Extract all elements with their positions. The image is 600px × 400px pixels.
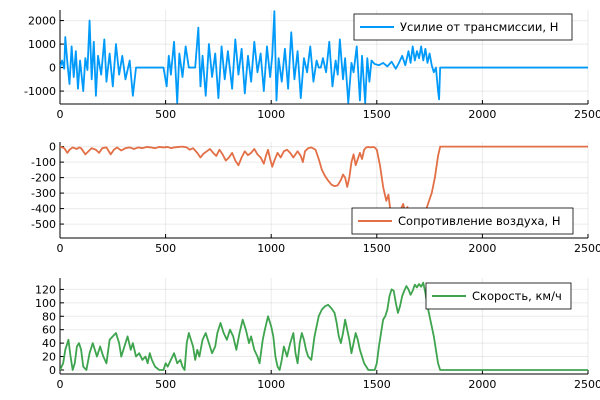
y-tick-label: 0 (49, 364, 56, 377)
legend: Сопротивление воздуха, Н (351, 207, 574, 235)
y-tick-label: 120 (35, 283, 56, 296)
x-tick-label: 2000 (468, 378, 496, 391)
x-tick-label: 1500 (363, 242, 391, 255)
x-tick-label: 1000 (257, 242, 285, 255)
x-tick-label: 1000 (257, 378, 285, 391)
x-tick-label: 2000 (468, 108, 496, 121)
y-tick-label: 20 (42, 351, 56, 364)
x-tick-label: 2500 (574, 242, 600, 255)
y-tick-label: 60 (42, 324, 56, 337)
series-line (60, 10, 588, 104)
x-tick-label: 1000 (257, 108, 285, 121)
y-tick-label: -200 (31, 172, 56, 185)
legend-label: Сопротивление воздуха, Н (398, 214, 561, 228)
y-tick-label: 0 (49, 141, 56, 154)
x-tick-label: 500 (155, 242, 176, 255)
x-tick-label: 0 (57, 378, 64, 391)
series-line (60, 281, 588, 371)
legend-label: Скорость, км/ч (472, 289, 562, 303)
y-tick-label: -100 (31, 156, 56, 169)
x-tick-label: 500 (155, 108, 176, 121)
y-tick-label: 40 (42, 337, 56, 350)
x-tick-label: 0 (57, 108, 64, 121)
subplot-2: 0 500 1000 1500 2000 2500 -500 -400 -300 -200 -100… (31, 141, 600, 255)
y-tick-label: 80 (42, 310, 56, 323)
legend-label: Усилие от трансмиссии, Н (400, 20, 558, 34)
legend: Скорость, км/ч (425, 282, 572, 310)
y-tick-label: -400 (31, 203, 56, 216)
x-tick-label: 2500 (574, 108, 600, 121)
x-tick-label: 2000 (468, 242, 496, 255)
y-tick-label: 0 (49, 62, 56, 75)
x-tick-label: 2500 (574, 378, 600, 391)
y-tick-label: 100 (35, 297, 56, 310)
x-tick-label: 1500 (363, 378, 391, 391)
y-tick-label: 2000 (28, 15, 56, 28)
x-tick-label: 1500 (363, 108, 391, 121)
y-tick-label: 1000 (28, 38, 56, 51)
y-tick-label: -300 (31, 187, 56, 200)
y-tick-label: -1000 (24, 85, 56, 98)
y-tick-label: -500 (31, 218, 56, 231)
legend: Усилие от трансмиссии, Н (353, 13, 573, 41)
x-tick-label: 0 (57, 242, 64, 255)
x-tick-label: 500 (155, 378, 176, 391)
